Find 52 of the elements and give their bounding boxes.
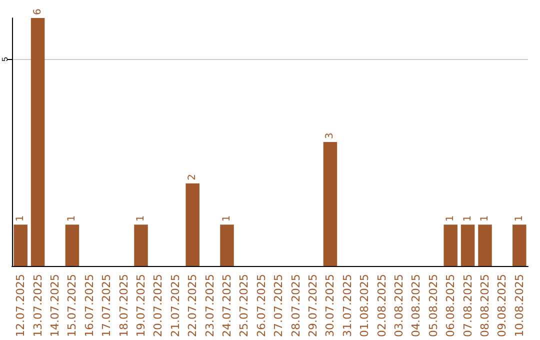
bar (323, 142, 338, 266)
x-tick-label: 19.07.2025 (134, 274, 148, 338)
data-label: 1 (462, 215, 474, 222)
data-label: 6 (32, 8, 44, 15)
bar (478, 224, 492, 266)
x-tick-label: 05.08.2025 (426, 274, 440, 338)
bar (460, 224, 475, 266)
x-tick-label: 14.07.2025 (48, 274, 62, 338)
bar (30, 18, 45, 266)
bar (444, 224, 458, 266)
bar (512, 224, 526, 266)
bar (14, 224, 28, 266)
x-tick-label: 31.07.2025 (340, 274, 354, 338)
x-tick-label: 01.08.2025 (358, 274, 372, 338)
data-label: 1 (514, 215, 525, 222)
x-tick-label: 07.08.2025 (461, 274, 474, 338)
data-label: 1 (222, 215, 232, 222)
x-tick-label: 21.07.2025 (168, 274, 182, 338)
data-label: 1 (66, 215, 78, 222)
x-tick-label: 06.08.2025 (444, 274, 458, 338)
x-tick-label: 17.07.2025 (100, 274, 114, 338)
x-tick-label: 03.08.2025 (392, 274, 406, 338)
x-tick-label: 20.07.2025 (152, 274, 165, 338)
x-tick-label: 30.07.2025 (324, 274, 337, 338)
bar (65, 224, 80, 266)
x-tick-label: 08.08.2025 (478, 274, 492, 338)
data-label: 1 (445, 215, 456, 222)
data-label: 1 (15, 215, 26, 222)
x-tick-label: 25.07.2025 (238, 274, 251, 338)
x-tick-label: 15.07.2025 (66, 274, 79, 338)
x-tick-label: 27.07.2025 (272, 274, 286, 338)
bar (220, 224, 234, 266)
bar (186, 183, 200, 266)
data-label: 3 (324, 132, 336, 140)
bar (134, 224, 148, 266)
x-tick-label: 22.07.2025 (186, 274, 200, 338)
x-tick-label: 18.07.2025 (117, 274, 130, 338)
data-label: 2 (187, 174, 198, 180)
data-label: 1 (480, 215, 490, 222)
x-tick-label: 26.07.2025 (254, 274, 268, 338)
x-tick-label: 12.07.2025 (14, 274, 28, 338)
x-tick-label: 10.08.2025 (512, 274, 526, 338)
x-tick-label: 24.07.2025 (220, 274, 234, 338)
x-tick-label: 29.07.2025 (306, 274, 320, 338)
x-tick-label: 04.08.2025 (410, 274, 423, 338)
x-tick-label: 23.07.2025 (203, 274, 216, 338)
x-tick-label: 09.08.2025 (496, 274, 509, 338)
data-label: 1 (136, 215, 146, 222)
x-tick-label: 02.08.2025 (375, 274, 388, 338)
x-tick-label: 16.07.2025 (82, 274, 96, 338)
x-tick-label: 13.07.2025 (31, 274, 44, 338)
x-tick-label: 28.07.2025 (289, 274, 302, 338)
